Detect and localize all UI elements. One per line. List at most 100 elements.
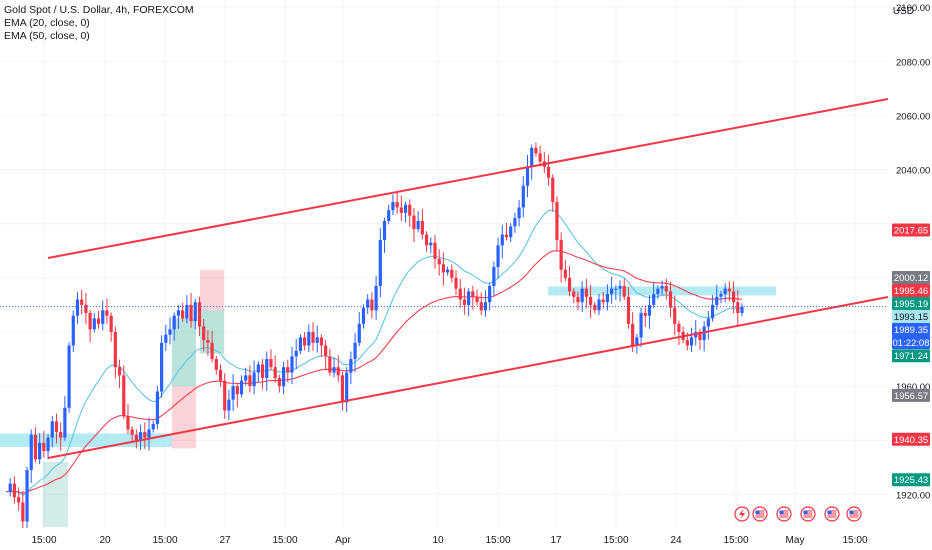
candle-body: [698, 331, 702, 341]
flag-us-icon[interactable]: [776, 506, 792, 522]
candle: [723, 283, 727, 303]
candle: [265, 351, 269, 391]
candle: [458, 278, 462, 308]
candle-body: [256, 364, 260, 373]
candle: [164, 324, 168, 351]
candle: [286, 359, 290, 383]
candle: [138, 424, 143, 451]
candle: [260, 359, 265, 390]
flag-stripe: [827, 516, 837, 518]
candle: [113, 326, 117, 379]
candle: [563, 259, 567, 282]
candle: [454, 270, 458, 296]
candle: [117, 359, 122, 389]
candle: [206, 330, 210, 356]
candle-body: [429, 242, 433, 246]
candle-body: [21, 502, 25, 522]
price-tag: 2017.65: [892, 223, 930, 237]
candle: [584, 278, 588, 309]
flag-canton: [803, 510, 808, 514]
candle: [63, 395, 67, 441]
candle: [223, 373, 227, 419]
price-tick-label: 2080.00: [896, 57, 930, 68]
candle-body: [294, 350, 298, 357]
candle: [147, 417, 151, 451]
price-tag: 1940.35: [892, 432, 930, 446]
candle-body: [286, 367, 290, 373]
flag-us-icon[interactable]: [824, 506, 840, 522]
symbol-title[interactable]: Gold Spot / U.S. Dollar, 4h, FOREXCOM: [4, 4, 194, 16]
ema20-label[interactable]: EMA (20, close, 0): [4, 17, 90, 29]
ema50-label[interactable]: EMA (50, close, 0): [4, 30, 90, 42]
price-tag: 1993.15: [892, 310, 930, 324]
candle: [555, 196, 559, 252]
candle-body: [307, 331, 311, 346]
time-tick-label: 10: [432, 535, 444, 546]
price-tag-label: 2000.12: [894, 273, 928, 284]
candle-body: [605, 294, 610, 303]
trend-channel[interactable]: [0, 98, 889, 459]
price-tag-label: 1995.46: [894, 286, 928, 297]
candle-body: [33, 434, 38, 460]
candle-body: [601, 299, 605, 303]
candle: [420, 209, 424, 240]
candle: [21, 490, 25, 532]
candle: [29, 429, 33, 484]
candle: [88, 309, 92, 343]
time-tick-label: 15:00: [152, 535, 177, 546]
candle: [656, 285, 660, 299]
event-icons[interactable]: [734, 506, 862, 522]
candle: [408, 199, 412, 227]
flag-stripe: [849, 516, 859, 518]
candle-body: [504, 234, 509, 238]
time-axis[interactable]: 15:00 20 15:00 27 15:00 Apr 10 15:00 17 15:00 24 15…: [0, 528, 932, 550]
candle: [197, 296, 202, 337]
candle: [185, 295, 189, 324]
candle-body: [197, 302, 202, 327]
candle: [567, 265, 572, 297]
candle-body: [349, 359, 353, 373]
flag-canton: [827, 510, 832, 514]
flag-us-icon[interactable]: [846, 506, 862, 522]
candle: [256, 361, 260, 383]
candle: [160, 335, 164, 399]
flag-stripe: [827, 510, 837, 512]
candle-body: [593, 304, 597, 311]
candle: [441, 252, 445, 286]
candle-body: [450, 269, 454, 278]
time-tick-label: 17: [550, 535, 562, 546]
candle-body: [273, 367, 277, 378]
candle-body: [664, 285, 668, 292]
short-position-stop: [200, 269, 224, 311]
candle-body: [25, 470, 29, 522]
price-tag-bg: [892, 388, 930, 402]
candle: [500, 224, 504, 259]
candle-body: [631, 323, 635, 346]
candle-body: [244, 375, 248, 381]
candle-body: [408, 204, 412, 216]
chart-legend: Gold Spot / U.S. Dollar, 4h, FOREXCOM EM…: [4, 4, 194, 43]
candle-body: [181, 310, 185, 319]
price-tag-bg: [892, 336, 930, 350]
flag-stripe: [779, 514, 789, 516]
candle-body: [588, 296, 593, 305]
candle: [576, 291, 580, 311]
flag-stripe: [849, 510, 859, 512]
candle-body: [84, 304, 88, 314]
candle-body: [546, 166, 551, 178]
candle: [668, 281, 673, 318]
candle: [315, 325, 319, 353]
flag-us-icon[interactable]: [752, 506, 768, 522]
candle-body: [265, 359, 269, 378]
flag-stripe: [827, 512, 837, 514]
drawings[interactable]: [0, 269, 776, 527]
flag-us-icon[interactable]: [800, 506, 816, 522]
candle: [290, 346, 294, 384]
candle: [46, 434, 50, 460]
candle: [652, 282, 656, 309]
flag-stripe: [755, 510, 765, 512]
candle-body: [559, 239, 563, 270]
flash-icon[interactable]: [734, 506, 750, 522]
